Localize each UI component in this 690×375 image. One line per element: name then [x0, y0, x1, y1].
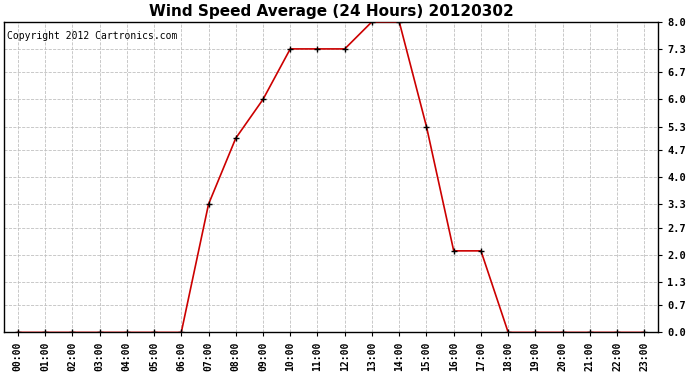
Text: Copyright 2012 Cartronics.com: Copyright 2012 Cartronics.com: [8, 31, 178, 41]
Title: Wind Speed Average (24 Hours) 20120302: Wind Speed Average (24 Hours) 20120302: [149, 4, 513, 19]
